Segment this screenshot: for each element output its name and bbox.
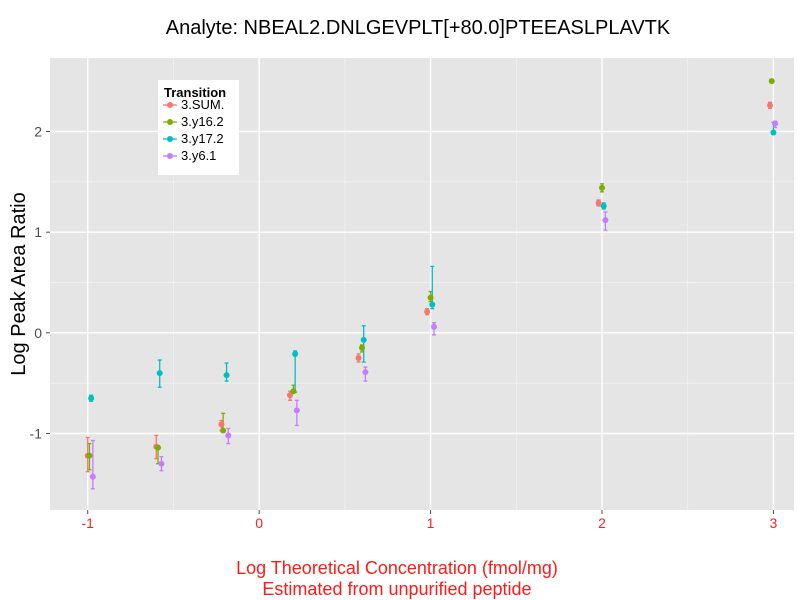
x-tick-label: 3: [770, 515, 778, 531]
legend: Transition 3.SUM. 3.y16.2 3.y17.2 3.y6.1: [158, 80, 239, 175]
legend-key-point: [167, 153, 173, 159]
data-point-0: [767, 102, 773, 109]
data-point-1: [427, 294, 434, 301]
y-axis-label: Log Peak Area Ratio: [8, 192, 30, 375]
data-point-1: [599, 184, 605, 191]
x-axis-ticks: -1 0 1 2 3: [81, 510, 778, 531]
legend-label: 3.y17.2: [181, 131, 224, 146]
x-tick-label: -1: [81, 515, 94, 531]
data-point-3: [293, 407, 300, 414]
y-tick-label: 2: [34, 123, 42, 139]
data-point-1: [768, 78, 775, 85]
legend-key-point: [167, 136, 173, 142]
data-point-3: [602, 217, 609, 224]
data-point-1: [290, 388, 297, 395]
data-point-2: [156, 370, 163, 377]
data-point-2: [429, 301, 436, 308]
data-point-3: [431, 323, 437, 330]
legend-label: 3.y16.2: [181, 114, 224, 129]
data-point-2: [292, 350, 299, 357]
y-tick-label: -1: [30, 425, 43, 441]
data-point-0: [218, 421, 225, 428]
legend-items: 3.SUM. 3.y16.2 3.y17.2 3.y6.1: [163, 97, 224, 163]
data-point-1: [155, 444, 161, 451]
legend-title: Transition: [164, 85, 226, 100]
data-point-2: [223, 372, 230, 379]
data-point-3: [225, 432, 232, 439]
legend-box: [158, 80, 239, 175]
data-point-0: [424, 308, 431, 315]
data-point-1: [359, 344, 365, 351]
x-tick-label: 0: [255, 515, 263, 531]
data-point-0: [287, 392, 293, 399]
data-point-2: [88, 395, 95, 402]
data-point-2: [600, 202, 607, 209]
data-point-3: [772, 120, 779, 127]
y-axis-ticks: -1 0 1 2: [30, 123, 50, 441]
legend-key-point: [167, 119, 173, 125]
data-point-3: [158, 460, 165, 467]
x-tick-label: 2: [598, 515, 606, 531]
data-points: [84, 78, 779, 480]
x-tick-label: 1: [427, 515, 435, 531]
data-point-1: [86, 452, 93, 459]
data-point-0: [355, 354, 362, 361]
legend-label: 3.SUM.: [181, 97, 224, 112]
data-point-2: [360, 336, 367, 343]
y-tick-label: 1: [34, 224, 42, 240]
x-axis-label-line1: Log Theoretical Concentration (fmol/mg): [236, 558, 558, 578]
y-tick-label: 0: [34, 325, 42, 341]
data-point-3: [362, 369, 369, 376]
data-point-0: [595, 199, 602, 206]
legend-key-point: [167, 102, 173, 108]
chart-title: Analyte: NBEAL2.DNLGEVPLT[+80.0]PTEEASLP…: [166, 17, 671, 39]
data-point-3: [89, 473, 96, 480]
data-point-1: [220, 427, 227, 434]
legend-label: 3.y6.1: [181, 148, 216, 163]
x-axis-label-line2: Estimated from unpurified peptide: [262, 579, 531, 599]
data-point-2: [770, 129, 777, 136]
